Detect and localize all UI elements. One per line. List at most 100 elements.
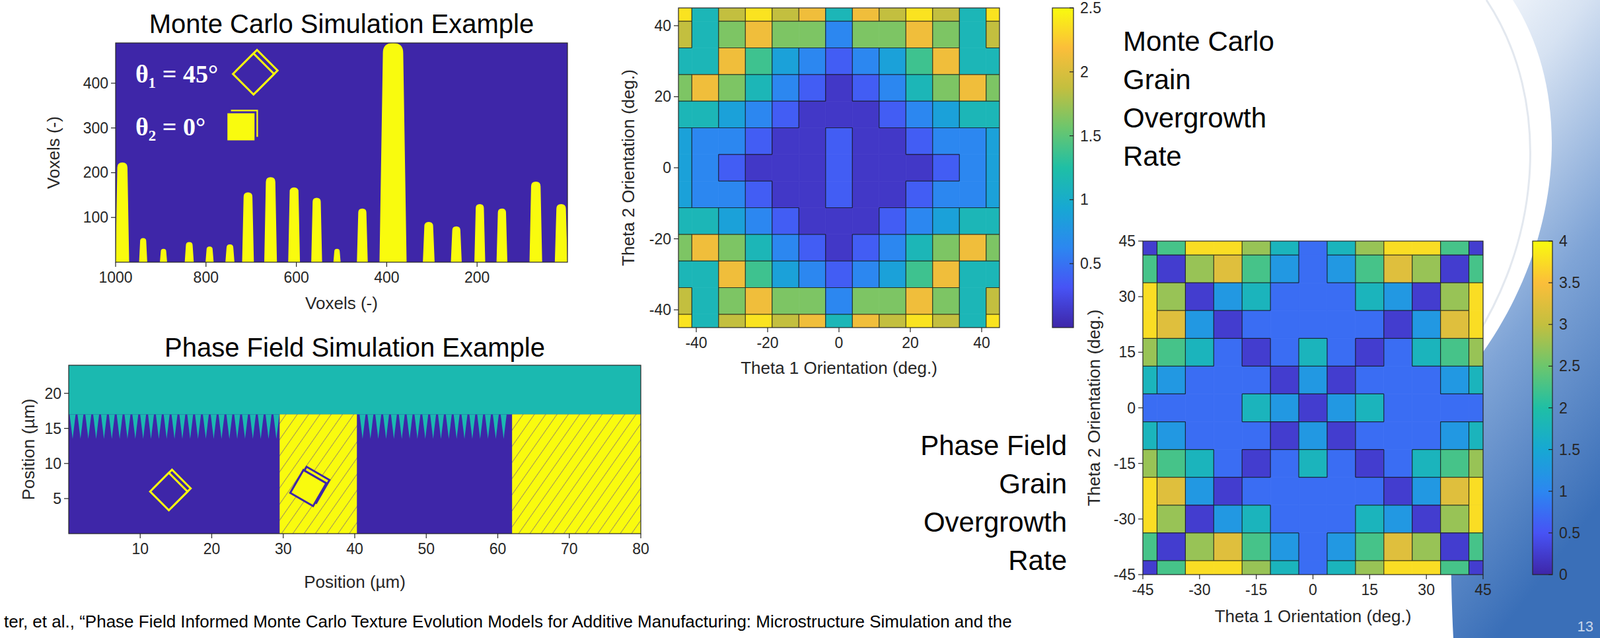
cell (1412, 505, 1441, 534)
cell (1440, 449, 1470, 478)
cell (1241, 393, 1271, 422)
y-tick-label: 5 (52, 490, 62, 508)
cell (1213, 282, 1242, 311)
cell (1298, 241, 1328, 255)
cell (1383, 449, 1413, 478)
colorbar-tick (1548, 490, 1553, 492)
cell (745, 48, 773, 75)
cell (1469, 254, 1484, 283)
cell (1355, 310, 1384, 339)
cell (1327, 560, 1356, 575)
y-tick (110, 82, 116, 84)
x-axis-title: Theta 1 Orientation (deg.) (1214, 606, 1412, 627)
colorbar-tick-label: 4 (1559, 232, 1568, 250)
cell (745, 7, 773, 22)
cell (1412, 241, 1441, 255)
grain (139, 237, 148, 263)
cell (1469, 477, 1484, 506)
cell (852, 21, 880, 48)
y-tick-label: 40 (654, 17, 672, 35)
x-tick (386, 262, 388, 267)
dendrite-gap (147, 414, 154, 439)
y-tick (1138, 352, 1143, 353)
cell (959, 101, 987, 128)
cell (1469, 365, 1484, 394)
y-axis-title: Theta 2 Orientation (deg.) (1084, 309, 1104, 507)
cell (1270, 338, 1299, 366)
dendrite-gap (101, 414, 108, 439)
cell (1412, 560, 1441, 575)
x-tick-label: 200 (464, 268, 490, 287)
colorbar-tick-label: 3.5 (1559, 274, 1581, 292)
cell (772, 21, 800, 48)
plot-frame (115, 42, 568, 263)
y-tick-label: 15 (44, 420, 62, 438)
cell (1185, 365, 1214, 394)
cell (905, 21, 933, 48)
cell (1327, 254, 1356, 283)
cell (1440, 310, 1470, 339)
dendrite-gap (124, 414, 131, 439)
cell (772, 7, 800, 22)
cell (1469, 338, 1484, 366)
cell (879, 260, 907, 288)
cell (1213, 477, 1242, 506)
grain (264, 177, 277, 263)
axes: -45-30-150153045-45-30-150153045Theta 1 … (1084, 232, 1492, 627)
cell (932, 21, 960, 48)
cell (1213, 310, 1242, 339)
cell (1327, 338, 1356, 366)
cell (678, 288, 692, 315)
x-tick (426, 533, 427, 539)
dendrite-gap (155, 414, 162, 439)
cell (691, 7, 719, 22)
cell (905, 208, 933, 235)
cell (1383, 505, 1413, 534)
x-tick-label: 0 (1308, 581, 1318, 599)
x-tick (282, 533, 284, 539)
cell (879, 154, 907, 182)
cell (678, 314, 692, 328)
cell (879, 7, 907, 22)
cell (1440, 505, 1470, 534)
dendrite-gap (469, 414, 475, 439)
cell (986, 288, 1000, 315)
cell (1156, 393, 1186, 422)
cell (798, 154, 826, 182)
y-tick-label: 0 (662, 159, 672, 177)
title-line: Monte Carlo (1123, 25, 1275, 57)
cell (1241, 533, 1271, 561)
cell (1383, 241, 1413, 255)
y-tick (110, 172, 116, 174)
cell (1298, 393, 1328, 422)
cell (1440, 241, 1470, 255)
x-tick (211, 533, 213, 539)
cell (1241, 477, 1271, 506)
cell (678, 21, 692, 48)
cell (1298, 282, 1328, 311)
cells (678, 7, 1000, 328)
dendrite-gap (77, 414, 84, 439)
cell (718, 128, 746, 155)
x-tick-label: 70 (560, 540, 579, 558)
dendrite-gap (359, 414, 366, 439)
y-tick (110, 127, 116, 129)
dendrite-gap (484, 414, 491, 439)
colorbar: 0.511.522.5 (1052, 0, 1102, 328)
axes: 10203040506070805101520Position (µm)Posi… (18, 365, 650, 592)
x-tick (497, 533, 499, 539)
y-tick (1138, 240, 1143, 242)
cell (1412, 254, 1441, 283)
cell (1142, 560, 1157, 575)
annotation: θ₂ = 0° (135, 112, 206, 141)
cell (1355, 241, 1384, 255)
cell (798, 260, 826, 288)
x-tick-label: 600 (283, 268, 309, 287)
y-tick-label: -30 (1113, 510, 1136, 528)
cell (1355, 422, 1384, 450)
cell (1241, 422, 1271, 450)
cell (986, 234, 1000, 261)
colorbar-tick (1548, 574, 1553, 575)
cell (1241, 560, 1271, 575)
y-tick-label: 15 (1118, 343, 1136, 361)
